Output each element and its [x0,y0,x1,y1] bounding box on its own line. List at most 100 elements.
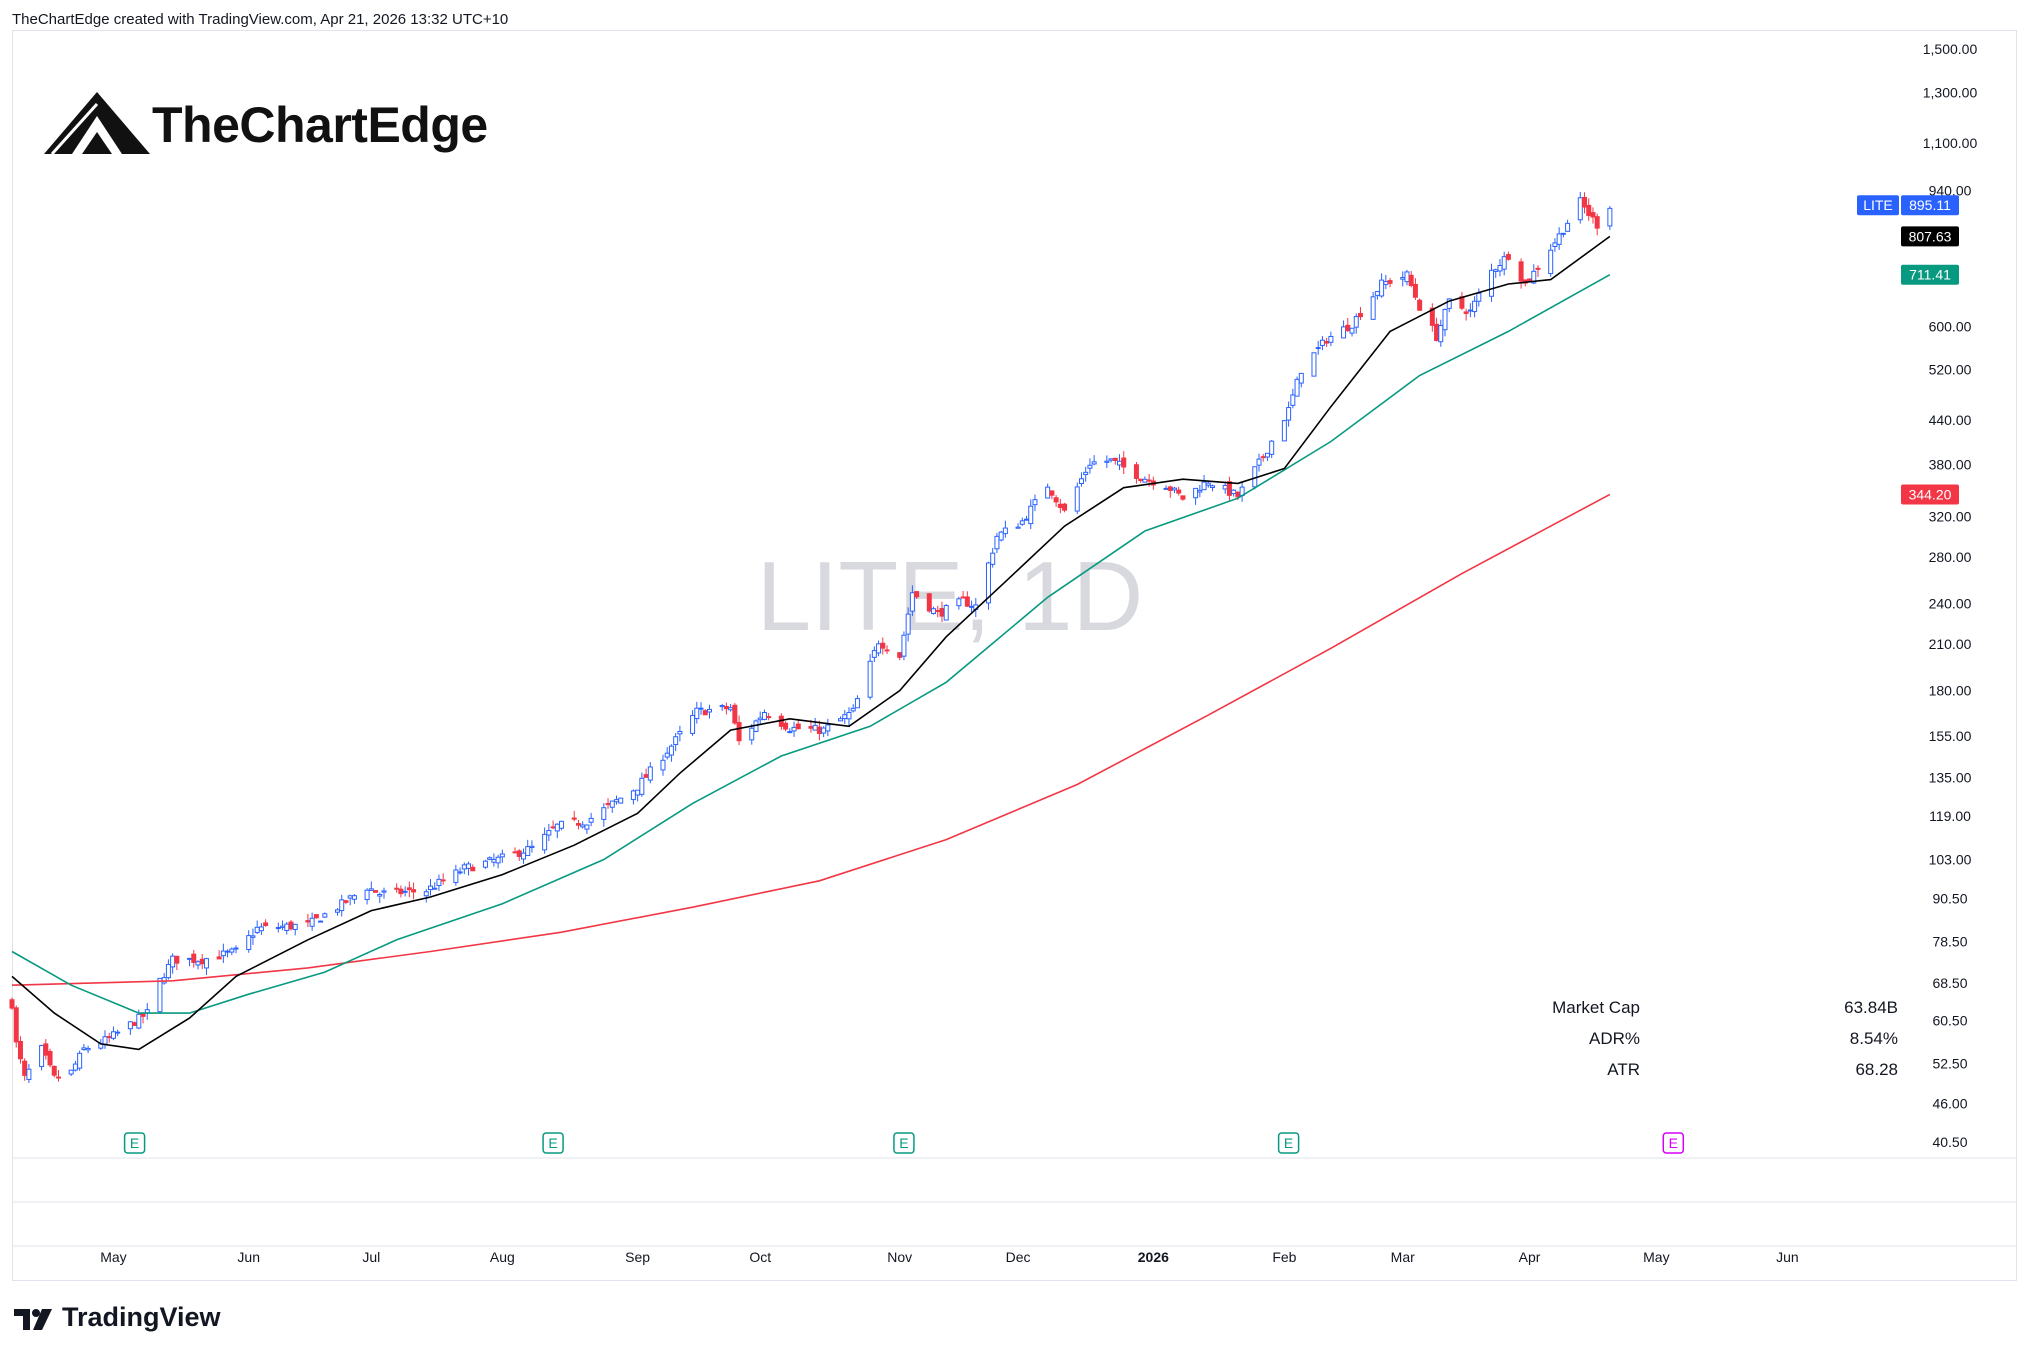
brand-logo: TheChartEdge [42,88,522,158]
candle-body [229,948,235,953]
candle [1032,494,1038,512]
candle [165,959,171,980]
candle [783,721,789,732]
candle [791,721,797,737]
candle [1408,270,1414,288]
candle [1298,372,1304,388]
candle [1193,487,1199,505]
earnings-badge-label: E [1284,1135,1293,1151]
candle [161,972,167,985]
price-tick-label: 135.00 [1929,770,1972,786]
candle-body [542,833,548,851]
candle-body [195,961,201,966]
candle [258,923,264,935]
candle-body [482,860,488,868]
candle [144,1003,150,1020]
candle-body [203,958,209,969]
candle-body [17,1040,23,1060]
candle-body [926,593,932,612]
candle [406,881,412,898]
earnings-marker: E [893,1132,915,1154]
candle [1548,244,1554,277]
candle [1053,495,1059,507]
candle-body [394,887,400,890]
candle [994,532,1000,553]
candle [698,702,704,715]
candle-body [525,846,531,857]
candle-body [1083,471,1089,475]
candle-body [1400,277,1406,280]
candle-body [1294,378,1300,397]
candle-body [309,917,315,927]
candle-body [1057,503,1063,508]
stat-label: Market Cap [1552,998,1640,1017]
candle [339,894,345,917]
price-tick-label: 52.50 [1932,1055,1967,1071]
candle [1374,290,1380,300]
candle [17,1036,23,1064]
candle [1290,388,1296,409]
candle [77,1050,83,1071]
candle-body [1286,407,1292,421]
stat-value: 63.84B [1844,998,1898,1017]
candle-body [432,887,438,890]
candle-body [935,609,941,612]
candle-body [1002,527,1008,535]
candle [225,949,231,958]
candle [246,930,252,953]
candle [47,1048,53,1068]
candle-body [368,888,374,891]
candle [1180,495,1186,501]
candle-body [322,913,328,918]
candle [1565,219,1571,232]
candle-body [1171,487,1177,491]
candle-body [406,887,412,891]
candle-body [1341,326,1347,339]
candle-body [905,613,911,635]
candle-body [457,871,463,874]
candle-body [461,864,467,870]
candle [905,607,911,642]
candle [1594,213,1600,236]
earnings-badge-label: E [1669,1135,1678,1151]
candle [931,606,937,615]
price-axis[interactable]: 40.50 46.00 52.50 60.50 68.50 78.50 90.50 103.0… [1923,41,1978,1150]
candle [1260,453,1266,462]
candle [284,921,290,935]
candle [191,949,197,968]
candle [457,867,463,875]
stat-value: 8.54% [1849,1029,1898,1048]
candle [1582,192,1588,214]
candle-body [1197,489,1203,493]
candle [1226,476,1232,501]
candle-body [1505,254,1511,260]
candle [1489,263,1495,302]
candle-body [1028,505,1034,525]
candle-body [1324,341,1330,344]
candle-body [1193,487,1199,499]
candle-body [1556,233,1562,245]
price-tag-value: 895.11 [1909,197,1951,213]
candle-body [1024,518,1030,521]
candle [1315,340,1321,355]
candle [1087,458,1093,474]
time-axis[interactable]: May Jun Jul Aug Sep Oct Nov Dec 2026 Feb Mar Apr May… [100,1249,1798,1265]
candle [39,1044,45,1071]
price-tick-label: 78.50 [1932,934,1967,950]
candle-body [1446,298,1452,309]
candle [26,1064,32,1084]
moving-average-mid [11,274,1611,1014]
candle [51,1065,57,1078]
candle [377,892,383,904]
candle [969,600,975,613]
candle [195,960,201,970]
moving-average-fast [11,235,1611,1051]
candle-body [867,660,873,698]
time-tick-label: Apr [1519,1249,1541,1265]
candle-body [613,799,619,803]
candle-body [1442,308,1448,331]
candle-body [639,777,645,795]
candle-body [1163,487,1169,490]
candle [1002,520,1008,538]
